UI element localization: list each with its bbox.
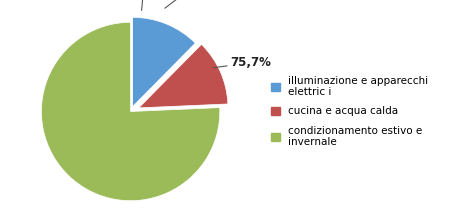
Text: 11,9%: 11,9% xyxy=(165,0,218,8)
Text: 12,4%: 12,4% xyxy=(124,0,165,10)
Wedge shape xyxy=(41,22,220,201)
Wedge shape xyxy=(133,17,195,107)
Legend: illuminazione e apparecchi
elettric i, cucina e acqua calda, condizionamento est: illuminazione e apparecchi elettric i, c… xyxy=(271,76,428,147)
Wedge shape xyxy=(139,44,228,108)
Text: 75,7%: 75,7% xyxy=(213,56,271,69)
